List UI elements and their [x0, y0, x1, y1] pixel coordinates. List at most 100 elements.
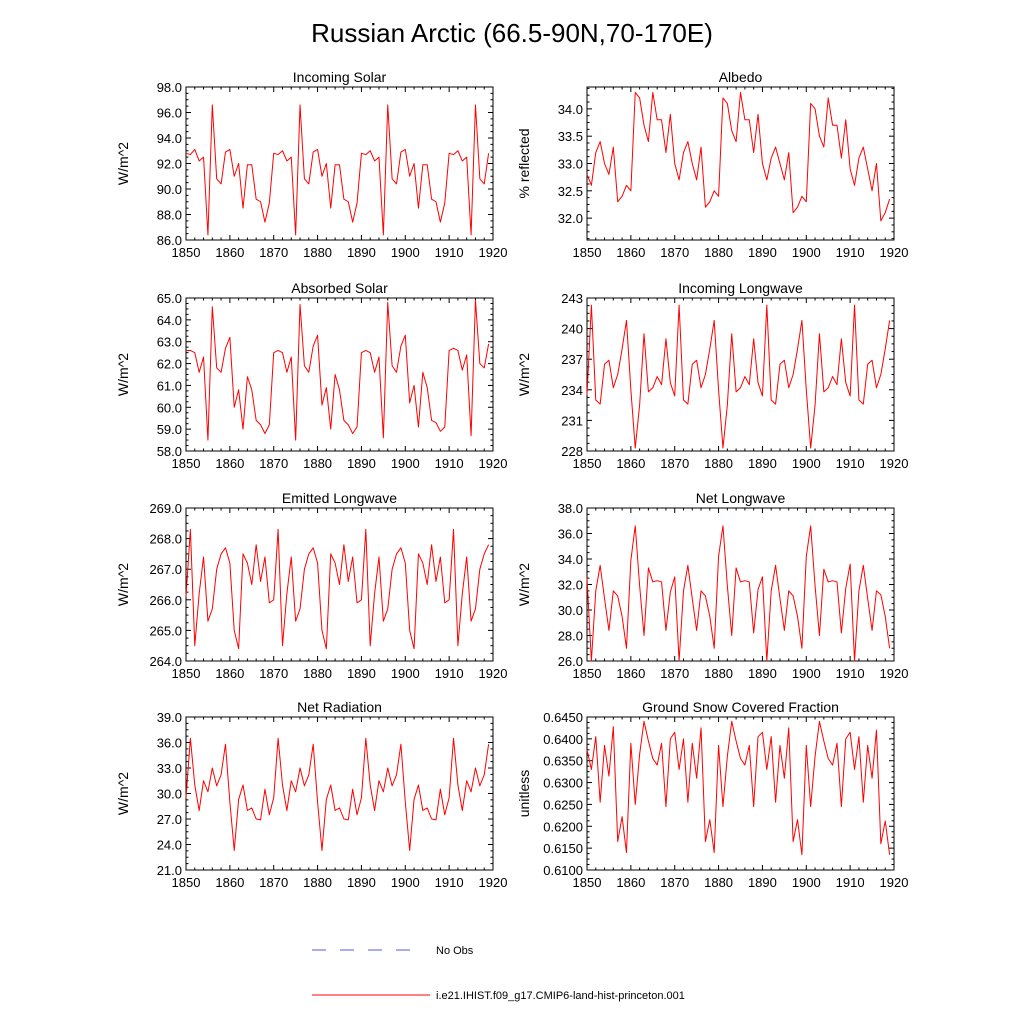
- panel-3: Incoming Longwave 1850 1860 1870 1880 1890 190…: [516, 280, 908, 471]
- x-tick-label: 1890: [748, 456, 777, 471]
- y-tick-label: 266.0: [149, 593, 182, 608]
- x-tick-label: 1870: [660, 456, 689, 471]
- legend-no-obs-label: No Obs: [436, 945, 474, 957]
- y-tick-label: 24.0: [157, 838, 182, 853]
- panels: Incoming Solar 1850 1860 1870 1880 1890 1900 19…: [115, 69, 908, 890]
- x-tick-label: 1920: [479, 456, 508, 471]
- x-tick-label: 1920: [880, 666, 909, 681]
- y-tick-label: 59.0: [157, 422, 182, 437]
- y-tick-label: 269.0: [149, 501, 182, 516]
- x-tick-label: 1860: [616, 456, 645, 471]
- panel-title: Incoming Solar: [293, 69, 387, 85]
- panel-title: Albedo: [719, 69, 763, 85]
- panel-5: Net Longwave 1850 1860 1870 1880 1890 1900 1910…: [516, 490, 908, 681]
- x-tick-label: 1890: [748, 666, 777, 681]
- y-tick-label: 34.0: [558, 552, 583, 567]
- y-tick-label: 30.0: [558, 603, 583, 618]
- plot-frame: [586, 507, 895, 662]
- x-tick-label: 1900: [391, 875, 420, 890]
- y-tick-label: 0.6450: [543, 710, 583, 725]
- y-tick-label: 33.5: [558, 129, 583, 144]
- x-tick-label: 1880: [303, 456, 332, 471]
- y-tick-label: 237: [561, 352, 583, 367]
- x-tick-label: 1880: [303, 666, 332, 681]
- y-tick-label: 92.0: [157, 157, 182, 172]
- y-axis-label: W/m^2: [115, 142, 131, 185]
- y-tick-label: 0.6100: [543, 863, 583, 878]
- plot-frame: [586, 297, 895, 452]
- x-tick-label: 1850: [172, 666, 201, 681]
- plot-frame: [185, 716, 494, 871]
- x-tick-label: 1870: [660, 245, 689, 260]
- x-tick-label: 1910: [836, 666, 865, 681]
- x-tick-label: 1890: [748, 875, 777, 890]
- y-tick-label: 36.0: [558, 527, 583, 542]
- x-tick-label: 1890: [347, 456, 376, 471]
- x-tick-label: 1850: [573, 245, 602, 260]
- series-line: [185, 104, 490, 236]
- x-tick-label: 1900: [792, 666, 821, 681]
- y-tick-label: 39.0: [157, 710, 182, 725]
- x-tick-label: 1910: [435, 875, 464, 890]
- y-tick-label: 234: [561, 383, 583, 398]
- panel-title: Net Radiation: [297, 699, 382, 715]
- x-tick-label: 1860: [616, 875, 645, 890]
- x-tick-label: 1910: [435, 245, 464, 260]
- y-tick-label: 58.0: [157, 444, 182, 459]
- x-tick-label: 1870: [259, 245, 288, 260]
- panel-7: Ground Snow Covered Fraction 1850 1860 1870…: [516, 699, 908, 890]
- y-tick-label: 98.0: [157, 80, 182, 95]
- y-tick-label: 94.0: [157, 131, 182, 146]
- x-tick-label: 1900: [792, 875, 821, 890]
- x-tick-label: 1910: [836, 875, 865, 890]
- x-tick-label: 1870: [259, 456, 288, 471]
- series-line: [586, 304, 891, 449]
- x-tick-label: 1910: [435, 666, 464, 681]
- y-tick-label: 28.0: [558, 629, 583, 644]
- y-tick-label: 0.6250: [543, 797, 583, 812]
- series-line: [586, 720, 891, 856]
- x-tick-label: 1890: [748, 245, 777, 260]
- x-tick-label: 1900: [391, 456, 420, 471]
- x-tick-label: 1890: [347, 245, 376, 260]
- series-line: [185, 528, 490, 650]
- y-tick-label: 90.0: [157, 182, 182, 197]
- y-axis-label: W/m^2: [115, 563, 131, 606]
- x-tick-label: 1900: [391, 666, 420, 681]
- x-tick-label: 1890: [347, 666, 376, 681]
- y-tick-label: 32.5: [558, 184, 583, 199]
- x-tick-label: 1850: [172, 456, 201, 471]
- y-tick-label: 231: [561, 413, 583, 428]
- y-tick-label: 267.0: [149, 562, 182, 577]
- x-tick-label: 1860: [215, 456, 244, 471]
- y-tick-label: 33.0: [558, 157, 583, 172]
- x-tick-label: 1850: [573, 456, 602, 471]
- panel-title: Emitted Longwave: [282, 490, 397, 506]
- x-tick-label: 1860: [616, 245, 645, 260]
- series-line: [185, 737, 490, 851]
- x-tick-label: 1860: [215, 245, 244, 260]
- y-tick-label: 268.0: [149, 532, 182, 547]
- x-tick-label: 1920: [880, 245, 909, 260]
- x-tick-label: 1870: [259, 875, 288, 890]
- y-tick-label: 32.0: [558, 211, 583, 226]
- y-axis-label: W/m^2: [115, 353, 131, 396]
- y-tick-label: 96.0: [157, 106, 182, 121]
- x-tick-label: 1890: [347, 875, 376, 890]
- y-tick-label: 88.0: [157, 208, 182, 223]
- y-tick-label: 26.0: [558, 654, 583, 669]
- x-tick-label: 1860: [215, 875, 244, 890]
- x-tick-label: 1920: [880, 456, 909, 471]
- y-tick-label: 264.0: [149, 654, 182, 669]
- x-tick-label: 1880: [303, 245, 332, 260]
- x-tick-label: 1910: [435, 456, 464, 471]
- series-line: [586, 91, 891, 222]
- y-tick-label: 240: [561, 322, 583, 337]
- panel-2: Absorbed Solar 1850 1860 1870 1880 1890 1900 19…: [115, 280, 507, 471]
- y-tick-label: 32.0: [558, 578, 583, 593]
- panel-1: Albedo 1850 1860 1870 1880 1890 1900 1910 1920 32…: [516, 69, 908, 260]
- x-tick-label: 1910: [836, 456, 865, 471]
- y-tick-label: 62.0: [157, 357, 182, 372]
- x-tick-label: 1920: [479, 875, 508, 890]
